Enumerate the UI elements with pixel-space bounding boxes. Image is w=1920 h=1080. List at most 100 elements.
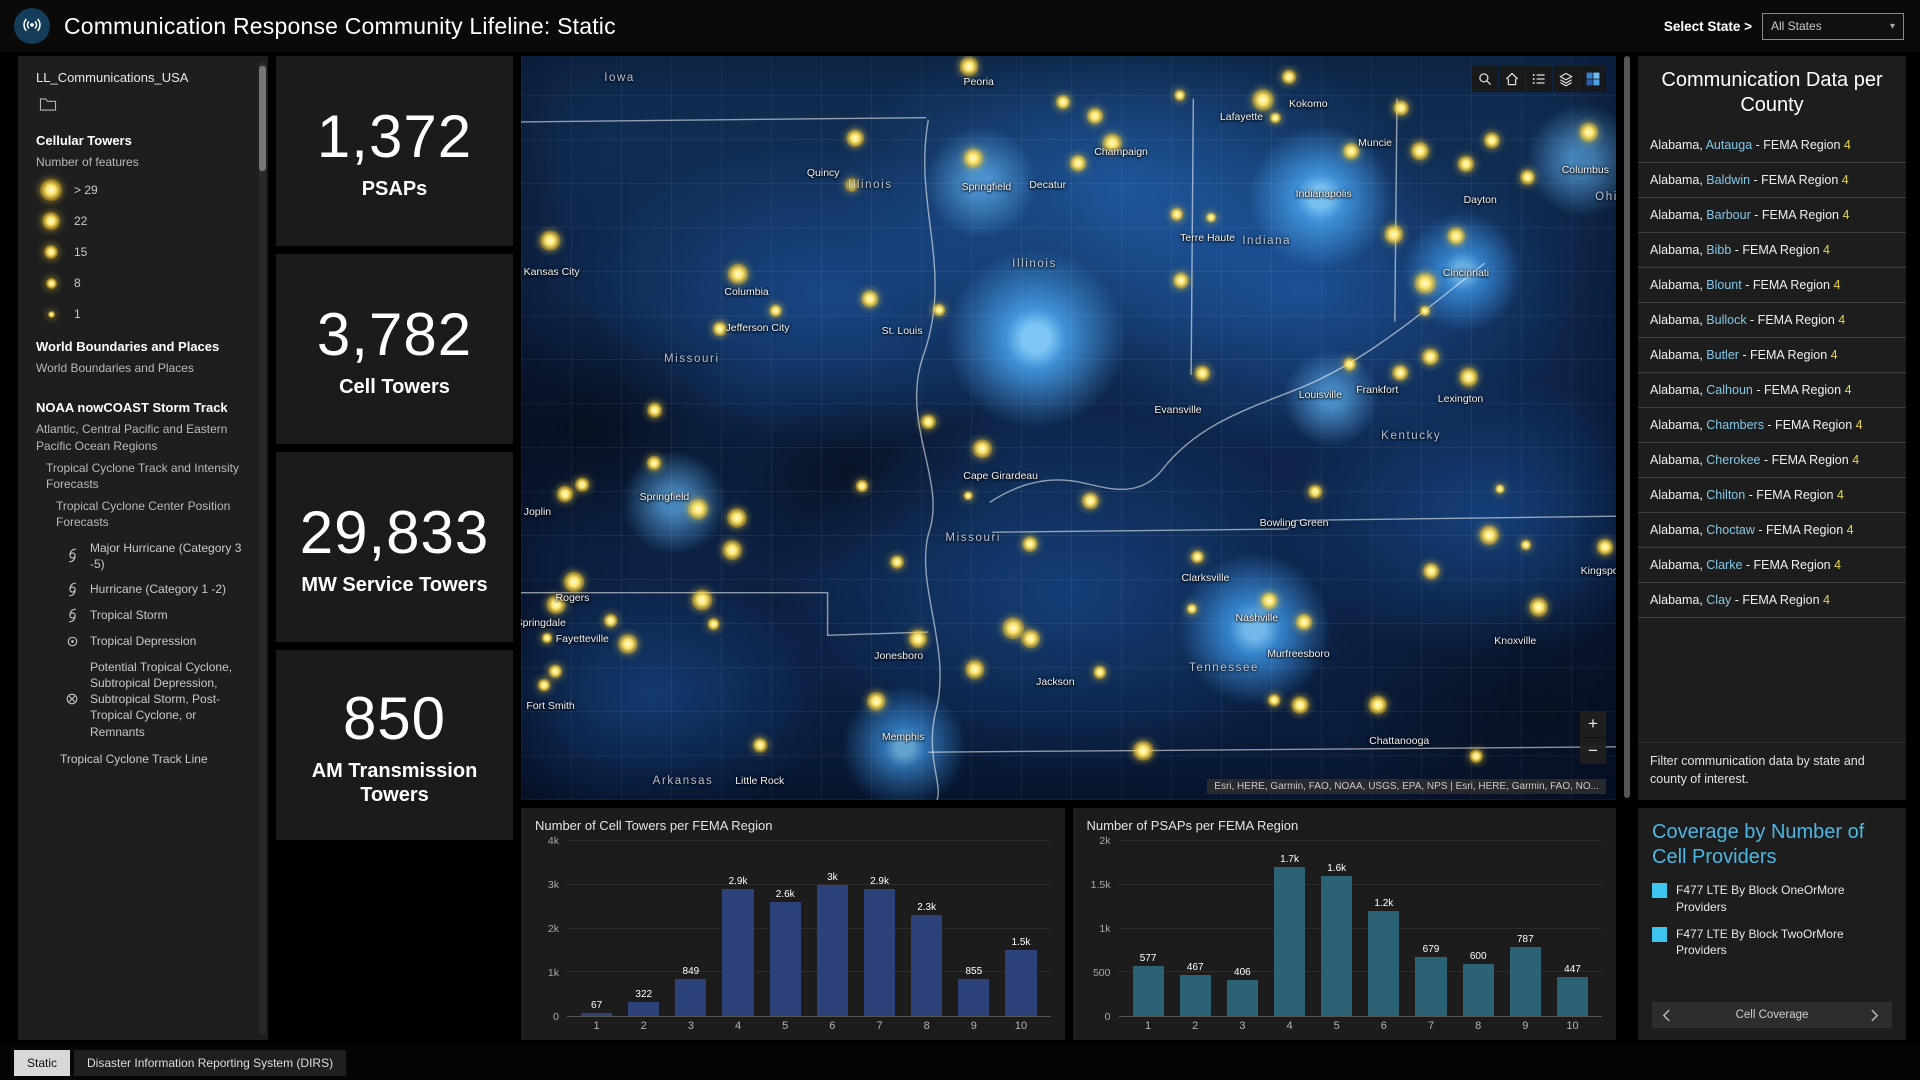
legend-size-label: 22 xyxy=(74,214,88,229)
city-label: Lexington xyxy=(1437,392,1484,405)
cell-tower-dot xyxy=(1422,562,1440,580)
bar[interactable] xyxy=(1321,876,1353,1016)
bar[interactable] xyxy=(1005,950,1037,1016)
broadcast-logo-icon xyxy=(14,8,50,44)
tower-dot-icon xyxy=(47,310,55,318)
cell-tower-dot xyxy=(1267,693,1281,707)
bar[interactable] xyxy=(581,1013,613,1016)
cell-tower-dot xyxy=(1421,348,1439,366)
list-item[interactable]: Alabama, Blount - FEMA Region 4 xyxy=(1638,268,1906,303)
bar[interactable] xyxy=(1368,911,1400,1016)
list-item[interactable]: Alabama, Clay - FEMA Region 4 xyxy=(1638,583,1906,618)
bar[interactable] xyxy=(1179,975,1211,1016)
bar[interactable] xyxy=(628,1001,660,1016)
map-legend-button[interactable] xyxy=(1526,66,1552,92)
scrollbar-thumb[interactable] xyxy=(259,66,266,171)
basemap-button[interactable] xyxy=(1580,66,1606,92)
kpi-label: PSAPs xyxy=(361,177,428,200)
city-label: Cape Girardeau xyxy=(963,470,1038,483)
bar-slot: 2.3k xyxy=(903,841,950,1016)
tab-disaster-information-reporting-system-dirs[interactable]: Disaster Information Reporting System (D… xyxy=(74,1050,347,1076)
x-tick-label: 9 xyxy=(970,1020,977,1032)
y-tick-label: 1.5k xyxy=(1090,879,1111,891)
bar-value-label: 406 xyxy=(1234,967,1251,979)
cell-tower-dot xyxy=(1457,155,1475,173)
bar-slot: 1.5k xyxy=(997,841,1044,1016)
cell-tower-dot xyxy=(1384,224,1404,245)
cell-tower-dot xyxy=(855,479,869,493)
list-item[interactable]: Alabama, Butler - FEMA Region 4 xyxy=(1638,338,1906,373)
cell-tower-dot xyxy=(1086,107,1104,125)
x-tick-label: 1 xyxy=(593,1020,600,1032)
city-label: Jonesboro xyxy=(874,649,924,662)
list-item[interactable]: Alabama, Cherokee - FEMA Region 4 xyxy=(1638,443,1906,478)
carousel-next-button[interactable] xyxy=(1870,1008,1882,1022)
cell-tower-dot xyxy=(932,303,946,317)
bar[interactable] xyxy=(1273,867,1306,1016)
chart-y-axis: 0 500 1k 1.5k 2k xyxy=(1083,835,1119,1023)
city-label: Peoria xyxy=(963,76,994,89)
bar[interactable] xyxy=(769,902,801,1016)
x-tick-label: 3 xyxy=(687,1020,694,1032)
chart-plot: 577 467 406 1.7k 1.6k 1.2k 679 600 787 447 xyxy=(1118,840,1602,1017)
map[interactable]: Iowa Peoria Kokomo Lafayette Muncie Champaign… xyxy=(521,56,1616,800)
state-dropdown[interactable]: All States ▾ xyxy=(1762,12,1904,40)
bar[interactable] xyxy=(1226,980,1258,1016)
bar-value-label: 855 xyxy=(965,965,983,977)
scrollbar-thumb[interactable] xyxy=(1624,56,1630,798)
city-label: Muncie xyxy=(1358,137,1393,150)
cell-tower-dot xyxy=(1342,357,1357,371)
list-item[interactable]: Alabama, Chambers - FEMA Region 4 xyxy=(1638,408,1906,443)
cell-tower-dot xyxy=(920,414,936,430)
legend-size-label: 8 xyxy=(74,276,81,291)
list-item[interactable]: Alabama, Choctaw - FEMA Region 4 xyxy=(1638,513,1906,548)
cell-tower-dot xyxy=(1190,550,1204,564)
county-panel-scrollbar[interactable] xyxy=(1624,56,1630,1040)
list-item[interactable]: Alabama, Bullock - FEMA Region 4 xyxy=(1638,303,1906,338)
map-layers-button[interactable] xyxy=(1553,66,1579,92)
bar[interactable] xyxy=(1509,947,1541,1016)
tower-dot-icon xyxy=(45,277,57,289)
bar-slot: 849 xyxy=(667,841,714,1016)
bar[interactable] xyxy=(675,978,707,1016)
bar[interactable] xyxy=(1132,965,1164,1016)
x-tick-label: 9 xyxy=(1522,1020,1529,1032)
bar[interactable] xyxy=(958,978,990,1016)
cell-tower-dot xyxy=(1414,272,1437,295)
bar[interactable] xyxy=(722,889,754,1016)
zoom-in-button[interactable]: + xyxy=(1580,711,1606,737)
list-item[interactable]: Alabama, Calhoun - FEMA Region 4 xyxy=(1638,373,1906,408)
bar[interactable] xyxy=(1415,956,1447,1016)
zoom-controls: + − xyxy=(1580,711,1606,764)
bar-slot: 2.9k xyxy=(856,841,903,1016)
kpi-value: 3,782 xyxy=(316,300,473,368)
state-label: Arkansas xyxy=(652,775,714,788)
list-item[interactable]: Alabama, Bibb - FEMA Region 4 xyxy=(1638,233,1906,268)
bar-value-label: 1.5k xyxy=(1011,937,1031,949)
zoom-out-button[interactable]: − xyxy=(1580,738,1606,764)
state-label: Kentucky xyxy=(1381,430,1442,443)
map-home-button[interactable] xyxy=(1499,66,1525,92)
cell-tower-dot xyxy=(1170,207,1184,222)
tab-static[interactable]: Static xyxy=(14,1050,71,1076)
list-item[interactable]: Alabama, Autauga - FEMA Region 4 xyxy=(1638,128,1906,163)
map-search-button[interactable] xyxy=(1472,66,1498,92)
cell-tower-dot xyxy=(867,692,886,711)
list-item[interactable]: Alabama, Baldwin - FEMA Region 4 xyxy=(1638,163,1906,198)
bar[interactable] xyxy=(816,884,848,1016)
bar[interactable] xyxy=(1556,976,1589,1016)
bar[interactable] xyxy=(911,915,943,1016)
bar[interactable] xyxy=(1462,963,1494,1016)
legend-scrollbar[interactable] xyxy=(259,62,266,1034)
bar-slot: 1.7k xyxy=(1266,841,1313,1016)
state-label: Missouri xyxy=(664,352,720,365)
bar[interactable] xyxy=(863,889,896,1016)
legend-item: Tropical Depression xyxy=(36,633,248,650)
list-item[interactable]: Alabama, Chilton - FEMA Region 4 xyxy=(1638,478,1906,513)
list-item[interactable]: Alabama, Clarke - FEMA Region 4 xyxy=(1638,548,1906,583)
list-item[interactable]: Alabama, Barbour - FEMA Region 4 xyxy=(1638,198,1906,233)
carousel-prev-button[interactable] xyxy=(1662,1008,1674,1022)
hurricane-major-icon xyxy=(64,547,81,564)
legend-size-item: 1 xyxy=(36,303,248,325)
